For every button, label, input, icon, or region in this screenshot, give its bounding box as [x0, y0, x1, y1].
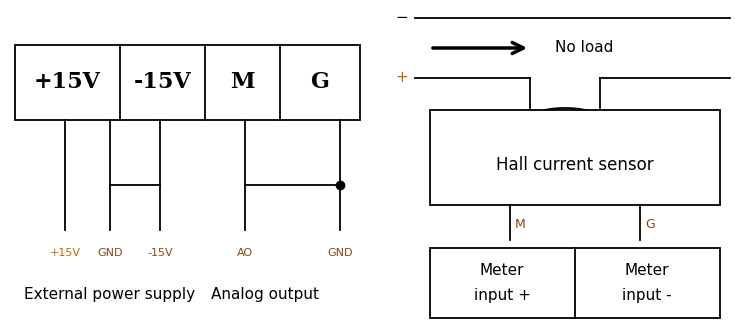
Text: GND: GND — [97, 248, 123, 258]
Text: Meter
input +: Meter input + — [473, 263, 531, 303]
Bar — [15, 45, 360, 120]
Text: +15V: +15V — [49, 248, 81, 258]
Bar — [430, 110, 720, 205]
Text: Meter
input -: Meter input - — [623, 263, 672, 303]
Text: +15V: +15V — [34, 72, 101, 93]
Text: Analog output: Analog output — [211, 287, 319, 303]
Text: No load: No load — [555, 41, 614, 55]
Text: -15V: -15V — [147, 248, 173, 258]
Text: G: G — [645, 218, 655, 231]
Text: -15V: -15V — [134, 72, 191, 93]
Text: G: G — [311, 72, 329, 93]
Text: −: − — [395, 11, 408, 25]
Text: External power supply: External power supply — [24, 287, 196, 303]
Text: M: M — [515, 218, 526, 231]
Bar — [430, 248, 720, 318]
Text: Hall current sensor: Hall current sensor — [496, 156, 654, 174]
Text: AO: AO — [237, 248, 253, 258]
Text: +: + — [395, 71, 408, 85]
Text: GND: GND — [327, 248, 353, 258]
Text: M: M — [230, 72, 255, 93]
